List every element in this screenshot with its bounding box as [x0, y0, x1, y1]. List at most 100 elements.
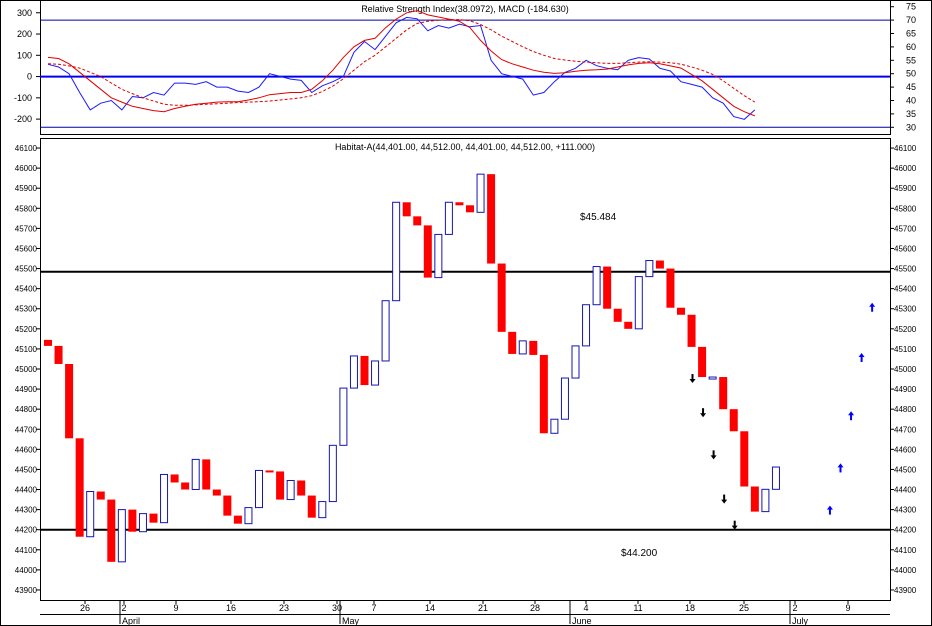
price-tick-label: 44100 [894, 546, 917, 555]
date-axis: 26 2 9 16 23 30 7 14 21 28 4 11 18 25 2 9 April May June J… [40, 600, 890, 626]
rsi-tick-label: 40 [906, 96, 916, 106]
macd-tick-label: 200 [17, 29, 32, 39]
macd-tick-label: -200 [14, 114, 32, 124]
price-panel: Habitat-A(44,401.00, 44,512.00, 44,401.0… [15, 138, 917, 601]
candle-up [476, 173, 485, 213]
price-tick-label: 45400 [894, 285, 917, 294]
candle-down [297, 480, 306, 496]
candle-up [191, 458, 200, 491]
price-tick-label: 45200 [894, 325, 917, 334]
candle-up [371, 360, 380, 386]
rsi-series-line [47, 16, 756, 120]
up-arrow [869, 302, 876, 312]
candle-up [117, 509, 126, 563]
date-tick-label: 2 [792, 603, 797, 613]
date-tick-label: 7 [371, 603, 376, 613]
candle-down [539, 354, 548, 434]
down-arrow-head [710, 455, 717, 460]
candle-up [645, 260, 654, 278]
price-tick-label: 45600 [15, 244, 38, 253]
price-tick-label: 44900 [894, 385, 917, 394]
candle-down [413, 216, 422, 226]
price-tick-label: 44900 [15, 385, 38, 394]
candle-up [349, 355, 358, 389]
up-arrow [858, 352, 865, 362]
price-tick-label: 45800 [894, 204, 917, 213]
up-arrow [826, 505, 833, 515]
up-arrow-head [826, 505, 833, 510]
candle-up [160, 473, 169, 524]
price-tick-label: 44200 [894, 526, 917, 535]
candle-down [212, 489, 221, 496]
date-tick-label: 9 [173, 603, 178, 613]
signal-series-line [47, 19, 756, 106]
candle-up [381, 300, 390, 362]
candle-down [423, 225, 432, 278]
down-arrow-head [689, 379, 696, 384]
candle-down [107, 499, 116, 562]
up-arrow [837, 463, 844, 473]
rsi-tick-label: 50 [906, 69, 916, 79]
candle-up [434, 233, 443, 279]
price-tick-label: 44000 [15, 566, 38, 575]
price-tick-label: 45500 [15, 265, 38, 274]
candle-down [687, 314, 696, 347]
indicator-levels [40, 19, 890, 128]
date-tick-label: 2 [121, 603, 126, 613]
price-tick-label: 46100 [894, 144, 917, 153]
price-tick-label: 44300 [15, 506, 38, 515]
candle-down [202, 459, 211, 490]
date-tick-label: 16 [226, 603, 236, 613]
price-tick-label: 44500 [894, 465, 917, 474]
month-label: June [572, 616, 592, 626]
candle-up [582, 304, 591, 347]
annotation-low-level: $44.200 [621, 548, 658, 559]
rsi-tick-label: 45 [906, 82, 916, 92]
candle-up [592, 266, 601, 306]
candle-up [86, 491, 95, 538]
date-tick-label: 23 [279, 603, 289, 613]
date-tick-label: 9 [845, 603, 850, 613]
rsi-tick-label: 75 [906, 2, 916, 12]
price-tick-label: 44100 [15, 546, 38, 555]
price-tick-label: 45800 [15, 204, 38, 213]
candle-down [265, 470, 274, 473]
candle-down [233, 515, 242, 524]
candle-down [402, 202, 411, 217]
candle-down [65, 363, 74, 439]
price-left-axis: 46100 46000 45900 45800 45700 45600 45500 45400… [15, 144, 40, 595]
price-tick-label: 45500 [894, 265, 917, 274]
date-tick-label: 25 [739, 603, 749, 613]
candle-down [603, 266, 612, 309]
candle-down [307, 495, 316, 518]
price-tick-label: 43900 [894, 586, 917, 595]
date-tick-label: 4 [583, 603, 588, 613]
price-tick-label: 46000 [894, 164, 917, 173]
candle-down [719, 377, 728, 410]
price-tick-label: 44700 [15, 425, 38, 434]
candle-down [44, 339, 52, 346]
down-arrow [689, 374, 696, 384]
candle-down [128, 509, 137, 532]
price-tick-label: 44600 [894, 445, 917, 454]
candle-up [634, 276, 643, 330]
candle-down [698, 346, 707, 378]
price-tick-label: 44700 [894, 425, 917, 434]
up-arrow-head [848, 411, 855, 416]
up-arrow-head [869, 302, 876, 307]
month-labels: April May June July [119, 600, 809, 626]
candle-up [761, 488, 770, 513]
price-tick-label: 44400 [894, 486, 917, 495]
indicator-left-axis: 300 200 100 0 -100 -200 [14, 8, 40, 124]
price-candles [44, 173, 780, 563]
signal-arrows [689, 302, 876, 530]
date-tick-label: 18 [685, 603, 695, 613]
candle-up [518, 340, 527, 355]
candle-down [487, 174, 496, 264]
price-tick-label: 45600 [894, 244, 917, 253]
candle-up [138, 513, 147, 533]
up-arrow [848, 411, 855, 421]
down-arrow [700, 408, 707, 418]
price-tick-label: 44000 [894, 566, 917, 575]
